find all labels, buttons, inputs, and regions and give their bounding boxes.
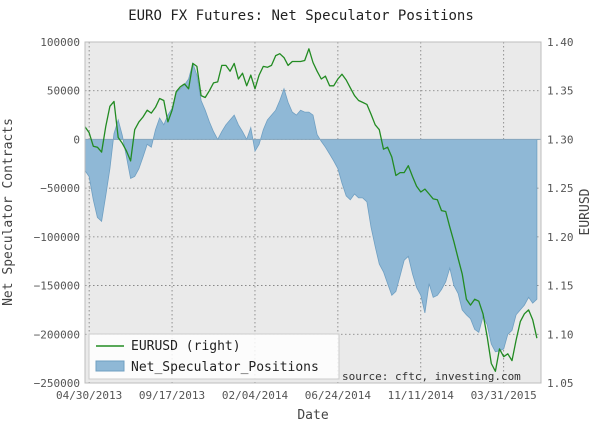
legend: EURUSD (right) Net_Speculator_Positions <box>88 333 340 380</box>
x-axis-label: Date <box>297 408 328 423</box>
x-tick-label: 06/24/2014 <box>305 389 372 402</box>
y-left-tick-label: −200000 <box>34 328 80 341</box>
source-note: source: cftc, investing.com <box>342 370 521 383</box>
y-right-tick-label: 1.10 <box>547 328 574 341</box>
y-left-tick-label: 100000 <box>40 36 80 49</box>
y-right-axis: 1.40 1.35 1.30 1.25 1.20 1.15 1.10 1.05 <box>547 36 574 390</box>
x-tick-label: 11/11/2014 <box>388 389 455 402</box>
plot-frame <box>84 41 542 384</box>
y-left-axis-label: Net Speculator Contracts <box>1 118 16 306</box>
y-right-tick-label: 1.25 <box>547 182 574 195</box>
line-eurusd <box>84 48 538 372</box>
x-tick-label: 03/31/2015 <box>471 389 537 402</box>
x-axis: 04/30/2013 09/17/2013 02/04/2014 06/24/2014… <box>56 389 537 402</box>
y-left-tick-label: −250000 <box>34 377 80 390</box>
y-right-tick-label: 1.35 <box>547 85 574 98</box>
y-right-tick-label: 1.05 <box>547 377 574 390</box>
y-right-axis-label: EURUSD <box>578 188 593 235</box>
x-tick-label: 04/30/2013 <box>56 389 122 402</box>
legend-label-net-speculator-positions: Net_Speculator_Positions <box>131 360 319 375</box>
y-right-tick-label: 1.40 <box>547 36 574 49</box>
y-left-axis: 100000 50000 0 −50000 −100000 −150000 −200000 −… <box>34 36 80 390</box>
y-left-tick-label: 50000 <box>47 85 80 98</box>
legend-box <box>88 333 340 380</box>
y-left-tick-label: −100000 <box>34 231 80 244</box>
y-right-tick-label: 1.15 <box>547 280 574 293</box>
y-right-tick-label: 1.20 <box>547 231 574 244</box>
y-left-tick-label: −150000 <box>34 280 80 293</box>
x-tick-label: 09/17/2013 <box>139 389 205 402</box>
legend-label-eurusd: EURUSD (right) <box>131 339 241 354</box>
area-net-speculator-positions <box>84 62 538 353</box>
y-right-tick-label: 1.30 <box>547 133 574 146</box>
x-tick-label: 02/04/2014 <box>222 389 289 402</box>
y-left-tick-label: 0 <box>73 133 80 146</box>
y-left-tick-label: −50000 <box>40 182 80 195</box>
chart-title: EURO FX Futures: Net Speculator Position… <box>128 8 474 24</box>
legend-swatch-net-speculator-positions <box>95 360 125 372</box>
